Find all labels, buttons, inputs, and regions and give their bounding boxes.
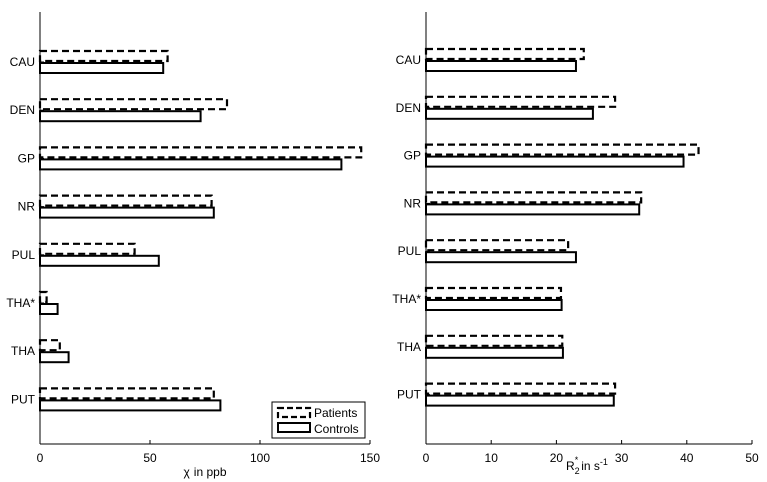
y-tick-label: GP [18, 151, 35, 165]
legend-label-controls: Controls [314, 422, 359, 436]
bar-patients [424, 286, 563, 300]
y-tick-label: CAU [396, 53, 421, 67]
bar-patients [38, 194, 213, 207]
legend: Patients Controls [271, 401, 366, 439]
x-axis-label-sup: * [575, 455, 579, 465]
bar-patients [424, 191, 643, 204]
y-tick-label: CAU [10, 55, 35, 69]
y-tick-label: NR [18, 200, 36, 214]
x-axis-label-sub: 2 [575, 466, 580, 476]
y-tick-label: PUT [11, 392, 36, 406]
x-axis-label-unit: in ppb [194, 465, 227, 479]
y-tick-label: THA* [6, 296, 35, 310]
y-tick-label: PUL [398, 244, 422, 258]
x-tick-label: 0 [37, 451, 44, 465]
bar-controls [425, 107, 594, 120]
bar-controls [425, 346, 564, 359]
bar-patients [424, 95, 617, 108]
bar-controls [39, 110, 202, 123]
bar-patients [424, 334, 564, 347]
bar-patients [38, 387, 215, 400]
legend-swatch-controls [277, 422, 311, 433]
bar-controls [39, 158, 343, 171]
bar-controls [39, 399, 222, 412]
y-tick-label: PUL [12, 248, 36, 262]
x-axis-label-unit: in s [581, 459, 600, 473]
bar-controls [39, 303, 59, 315]
bar-controls [425, 155, 685, 168]
bar-controls [39, 62, 165, 74]
y-tick-label: NR [404, 196, 422, 210]
x-axis-label: χ in ppb [183, 465, 226, 479]
y-tick-label: THA [11, 344, 35, 358]
x-axis-label-exp: -1 [600, 457, 608, 467]
bar-patients [424, 143, 700, 156]
bar-patients [424, 47, 585, 61]
x-tick-label: 100 [250, 451, 270, 465]
bar-patients [38, 49, 169, 63]
y-tick-label: PUT [397, 388, 422, 402]
chi-panel: 0 50 100 150 CAU DEN GP NR PUL THA* THA PUT χ in ppb P… [6, 12, 380, 479]
bar-patients [38, 242, 136, 255]
legend-label-patients: Patients [314, 406, 357, 420]
bar-controls [39, 351, 70, 364]
x-tick-label: 50 [143, 451, 157, 465]
bar-patients [424, 239, 570, 252]
x-tick-label: 0 [423, 451, 430, 465]
x-tick-label: 50 [745, 451, 759, 465]
bar-controls [425, 60, 577, 72]
y-tick-label: DEN [10, 103, 35, 117]
y-tick-label: THA* [392, 292, 421, 306]
bar-controls [39, 206, 215, 219]
bar-patients [38, 339, 61, 352]
bar-controls [39, 254, 160, 267]
bar-patients [424, 382, 617, 395]
x-axis-label-main: R [566, 459, 575, 473]
bar-controls [425, 394, 615, 407]
x-tick-label: 40 [680, 451, 694, 465]
y-tick-label: THA [397, 340, 421, 354]
y-tick-label: GP [404, 149, 421, 163]
bar-patients [38, 146, 363, 159]
x-tick-label: 30 [615, 451, 629, 465]
bar-patients [38, 290, 48, 304]
bar-patients [38, 98, 229, 111]
bar-controls [425, 251, 577, 264]
r2star-panel: 0 10 20 30 40 50 CAU DEN GP NR PUL THA* THA PUT R2* in … [392, 12, 759, 476]
x-tick-label: 150 [360, 451, 380, 465]
x-axis-label: R2* in s-1 [566, 455, 608, 476]
legend-swatch-patients [276, 406, 312, 419]
x-tick-label: 20 [550, 451, 564, 465]
bar-controls [425, 203, 641, 216]
x-axis-label-symbol: χ [183, 465, 190, 479]
bar-controls [425, 299, 563, 311]
y-tick-label: DEN [396, 101, 421, 115]
x-tick-label: 10 [485, 451, 499, 465]
